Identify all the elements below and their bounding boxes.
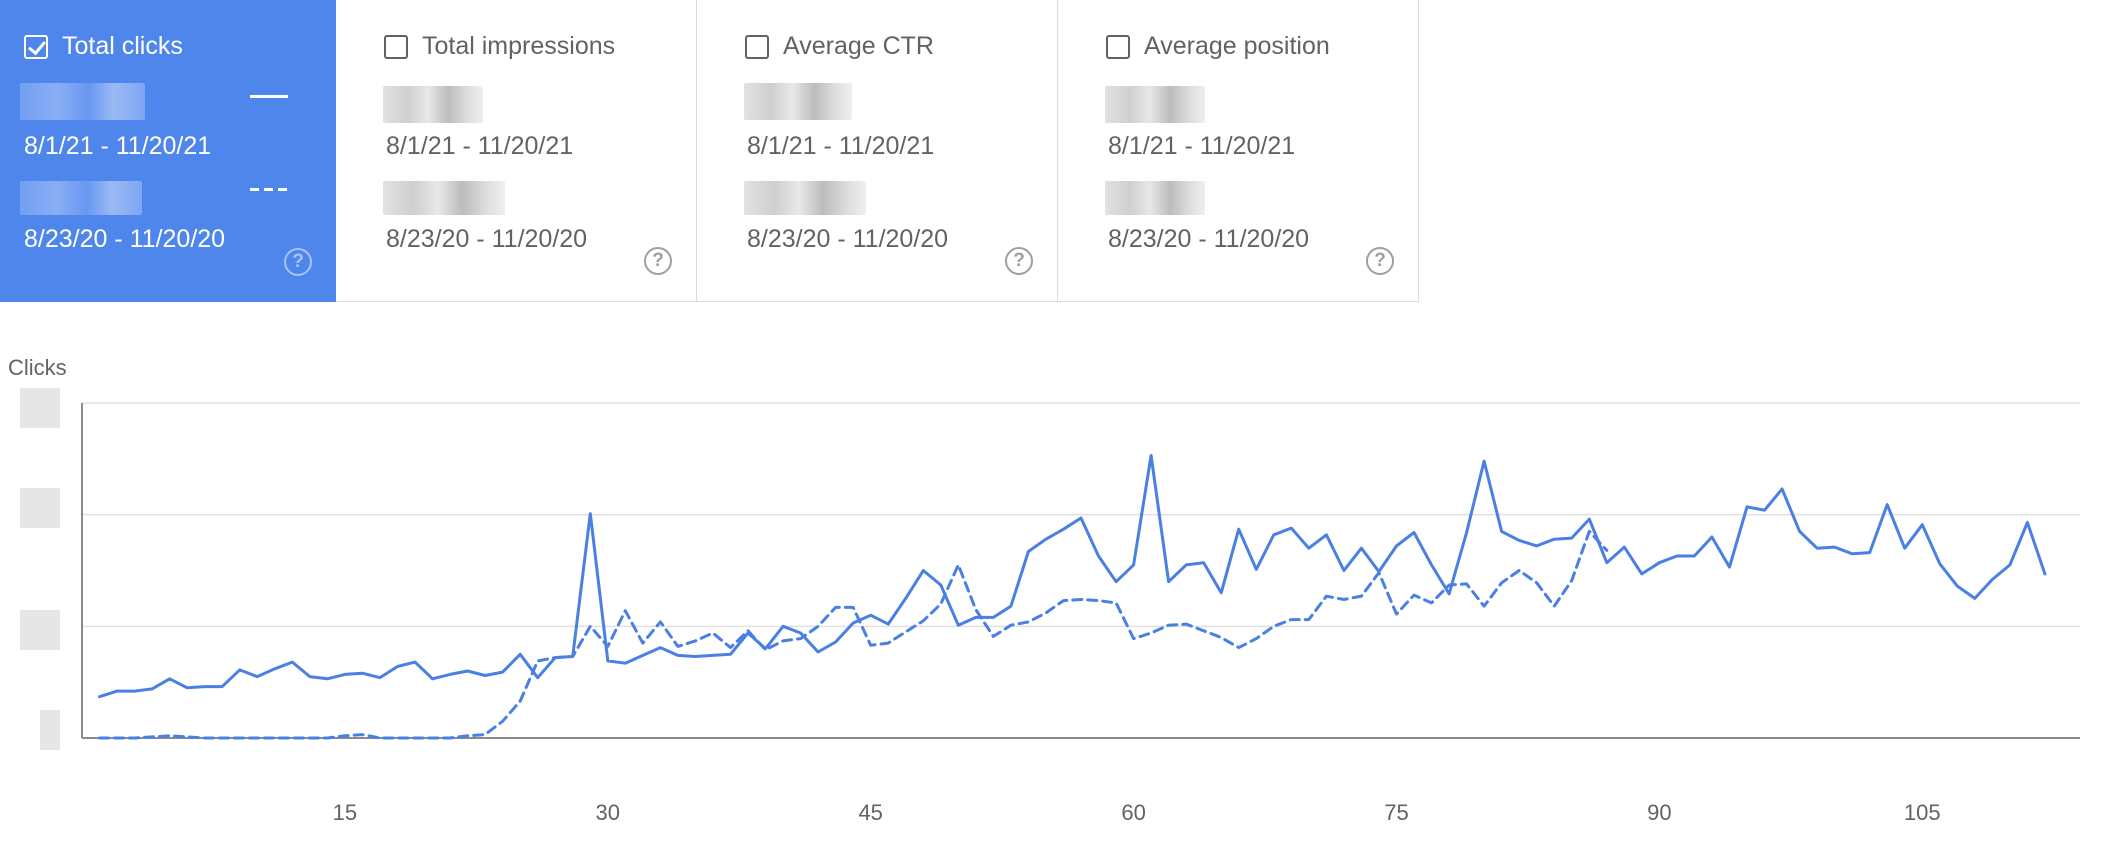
total-impressions-previous-range: 8/23/20 - 11/20/20 (386, 225, 588, 253)
average-ctr-checkbox[interactable] (745, 34, 769, 59)
total-clicks-previous-value-redacted (20, 181, 142, 215)
average-ctr-current-range: 8/1/21 - 11/20/21 (747, 132, 935, 160)
total-impressions-card[interactable]: Total impressions 8/1/21 - 11/20/21 8/23… (336, 0, 697, 302)
average-position-checkbox[interactable] (1106, 34, 1130, 59)
help-icon[interactable]: ? (284, 248, 312, 276)
y-tick-redacted-3 (20, 610, 60, 650)
average-ctr-header[interactable]: Average CTR (745, 32, 934, 61)
average-ctr-previous-range: 8/23/20 - 11/20/20 (747, 225, 949, 253)
x-tick-label-45: 45 (858, 800, 882, 825)
total-impressions-previous-value-redacted (383, 181, 505, 215)
average-ctr-previous-value-redacted (744, 181, 866, 215)
x-tick-label-30: 30 (596, 800, 620, 825)
previous-period-legend-dashed-line (250, 188, 288, 191)
average-position-previous-range: 8/23/20 - 11/20/20 (1108, 225, 1310, 253)
x-tick-labels: 15 30 45 60 75 90 105 (333, 800, 1941, 825)
average-position-title: Average position (1144, 32, 1330, 60)
help-icon[interactable]: ? (644, 247, 672, 275)
metric-cards: Total clicks 8/1/21 - 11/20/21 8/23/20 -… (0, 0, 1419, 303)
total-impressions-checkbox[interactable] (384, 34, 408, 59)
x-tick-label-75: 75 (1384, 800, 1408, 825)
check-icon (28, 36, 46, 55)
y-tick-redacted-1 (20, 388, 60, 428)
average-position-current-range: 8/1/21 - 11/20/21 (1108, 132, 1296, 160)
help-icon[interactable]: ? (1366, 247, 1394, 275)
total-clicks-current-value-redacted (20, 83, 145, 120)
total-impressions-current-value-redacted (383, 86, 483, 123)
x-tick-label-90: 90 (1647, 800, 1671, 825)
current-period-series-line (98, 454, 2047, 699)
y-axis-label: Clicks (8, 355, 67, 380)
average-position-previous-value-redacted (1105, 181, 1205, 215)
total-clicks-header[interactable]: Total clicks (24, 32, 183, 61)
total-impressions-header[interactable]: Total impressions (384, 32, 615, 61)
y-tick-redacted-2 (20, 488, 60, 528)
chart-grid (82, 402, 2080, 628)
average-position-current-value-redacted (1105, 86, 1205, 123)
total-impressions-current-range: 8/1/21 - 11/20/21 (386, 132, 574, 160)
total-clicks-previous-range: 8/23/20 - 11/20/20 (24, 225, 226, 253)
current-period-legend-solid-line (250, 95, 288, 98)
clicks-line-chart[interactable]: Clicks 15 30 45 60 75 90 105 (0, 303, 2114, 863)
total-impressions-title: Total impressions (422, 32, 616, 60)
chart-axes (81, 403, 2080, 739)
total-clicks-title: Total clicks (62, 32, 183, 60)
average-position-card[interactable]: Average position 8/1/21 - 11/20/21 8/23/… (1058, 0, 1419, 302)
x-tick-label-15: 15 (333, 800, 357, 825)
previous-period-series-line (98, 529, 1609, 740)
average-position-header[interactable]: Average position (1106, 32, 1330, 61)
total-clicks-checkbox[interactable] (24, 34, 48, 59)
average-ctr-current-value-redacted (744, 83, 852, 120)
y-tick-labels-redacted (20, 388, 60, 750)
x-tick-label-60: 60 (1121, 800, 1145, 825)
x-tick-label-105: 105 (1904, 800, 1941, 825)
y-tick-redacted-4 (40, 710, 60, 750)
total-clicks-current-range: 8/1/21 - 11/20/21 (24, 132, 212, 160)
help-icon[interactable]: ? (1005, 247, 1033, 275)
chart-series (98, 454, 2047, 740)
average-ctr-title: Average CTR (783, 32, 934, 60)
average-ctr-card[interactable]: Average CTR 8/1/21 - 11/20/21 8/23/20 - … (697, 0, 1058, 302)
total-clicks-card[interactable]: Total clicks 8/1/21 - 11/20/21 8/23/20 -… (0, 0, 336, 302)
